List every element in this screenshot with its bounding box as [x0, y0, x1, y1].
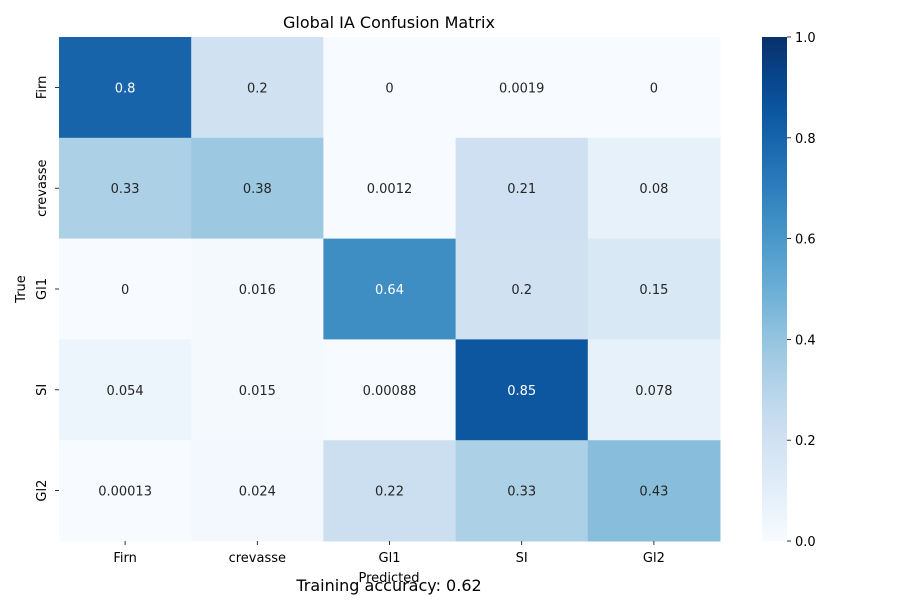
- colorbar-tick-label: 0.6: [795, 233, 816, 248]
- cell-value-label: 0.00088: [363, 384, 417, 399]
- x-tick-label: SI: [516, 551, 528, 566]
- x-tick-label: crevasse: [229, 551, 286, 566]
- cell-value-label: 0.2: [247, 81, 268, 96]
- colorbar-gradient: [762, 37, 787, 541]
- cell-value-label: 0.22: [375, 485, 404, 500]
- heatmap-cell: [323, 238, 457, 340]
- cell-value-label: 0.64: [375, 283, 404, 298]
- cell-value-label: 0.024: [239, 485, 276, 500]
- cell-value-label: 0.38: [243, 182, 272, 197]
- colorbar-tick-label: 0.8: [795, 132, 816, 147]
- heatmap-cell: [191, 37, 324, 139]
- heatmap-cell: [455, 137, 589, 240]
- heatmap-cell: [323, 137, 457, 240]
- y-axis-label: True: [14, 275, 29, 304]
- heatmap-cell: [59, 339, 192, 441]
- x-tick-label: Firn: [113, 551, 137, 566]
- colorbar-tick-label: 0.2: [795, 434, 816, 449]
- cell-value-label: 0.33: [111, 182, 140, 197]
- heatmap-cells: 0.8 0.2 0 0.0019 0 0.33 0.38 0.0012 0.21 0.08 0 0.0…: [59, 37, 721, 542]
- cell-value-label: 0.054: [106, 384, 143, 399]
- heatmap-cell: [455, 238, 589, 340]
- heatmap-cell: [59, 37, 192, 139]
- cell-value-label: 0: [385, 81, 393, 96]
- heatmap-cell: [323, 440, 457, 542]
- cell-value-label: 0: [650, 81, 658, 96]
- cell-value-label: 0.015: [239, 384, 276, 399]
- cell-value-label: 0.85: [507, 384, 536, 399]
- colorbar-tick-label: 0.0: [795, 535, 816, 550]
- heatmap-cell: [191, 440, 324, 542]
- cell-value-label: 0: [121, 283, 129, 298]
- training-accuracy-text: Training accuracy: 0.62: [296, 576, 482, 595]
- heatmap-cell: [455, 440, 589, 542]
- heatmap-cell: [587, 37, 721, 139]
- y-tick-label: Gl2: [35, 480, 50, 502]
- heatmap-cell: [587, 339, 721, 441]
- heatmap-cell: [455, 339, 589, 441]
- heatmap-cell: [323, 37, 457, 139]
- x-axis-label: Predicted: [358, 571, 419, 586]
- heatmap-cell: [587, 238, 721, 340]
- cell-value-label: 0.21: [507, 182, 536, 197]
- heatmap-cell: [191, 137, 324, 240]
- cell-value-label: 0.016: [239, 283, 276, 298]
- y-tick-label: Gl1: [35, 278, 50, 300]
- heatmap-cell: [191, 339, 324, 441]
- y-tick-label: SI: [35, 384, 50, 396]
- heatmap-cell: [59, 137, 192, 240]
- chart-title: Global IA Confusion Matrix: [283, 13, 495, 32]
- heatmap-cell: [455, 37, 589, 139]
- x-axis-ticks: Firn crevasse Gl1 SI Gl2: [113, 541, 665, 566]
- cell-value-label: 0.0019: [499, 81, 545, 96]
- cell-value-label: 0.43: [639, 485, 668, 500]
- y-axis-ticks: Firn crevasse Gl1 SI Gl2: [35, 76, 59, 502]
- cell-value-label: 0.08: [639, 182, 668, 197]
- x-tick-label: Gl2: [643, 551, 665, 566]
- cell-value-label: 0.2: [511, 283, 532, 298]
- cell-value-label: 0.078: [635, 384, 672, 399]
- heatmap-cell: [587, 137, 721, 240]
- cell-value-label: 0.0012: [367, 182, 413, 197]
- cell-value-label: 0.00013: [98, 485, 152, 500]
- x-tick-label: Gl1: [379, 551, 401, 566]
- heatmap-cell: [191, 238, 324, 340]
- colorbar-tick-label: 0.4: [795, 333, 816, 348]
- heatmap-cell: [323, 339, 457, 441]
- cell-value-label: 0.15: [639, 283, 668, 298]
- cell-value-label: 0.8: [115, 81, 136, 96]
- heatmap-cell: [59, 238, 192, 340]
- heatmap-cell: [587, 440, 721, 542]
- colorbar-tick-label: 1.0: [795, 31, 816, 46]
- y-tick-label: Firn: [35, 76, 50, 100]
- cell-value-label: 0.33: [507, 485, 536, 500]
- heatmap-cell: [59, 440, 192, 542]
- colorbar: 0.0 0.2 0.4 0.6 0.8 1.0: [762, 31, 816, 550]
- y-tick-label: crevasse: [35, 159, 50, 216]
